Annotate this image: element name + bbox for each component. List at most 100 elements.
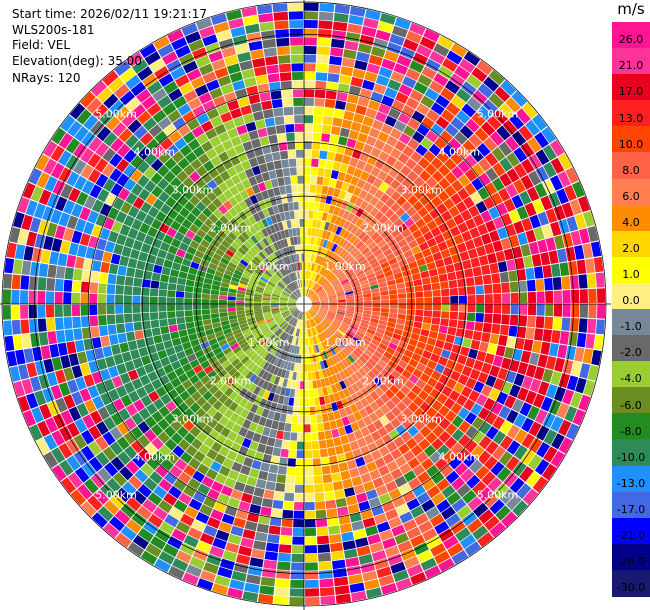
- range-gate-cell: [393, 350, 403, 360]
- range-gate-cell: [423, 366, 434, 377]
- range-gate-cell: [281, 342, 287, 351]
- range-gate-cell: [529, 352, 540, 366]
- range-gate-cell: [36, 172, 50, 189]
- range-gate-cell: [266, 161, 275, 171]
- range-gate-cell: [319, 238, 325, 247]
- range-gate-cell: [290, 37, 304, 46]
- range-gate-cell: [458, 174, 471, 187]
- range-gate-cell: [108, 263, 119, 275]
- range-gate-cell: [283, 313, 291, 319]
- range-gate-cell: [478, 157, 492, 172]
- range-gate-cell: [46, 278, 56, 291]
- range-gate-cell: [326, 151, 336, 161]
- range-gate-cell: [307, 227, 312, 236]
- range-gate-cell: [318, 202, 325, 212]
- range-gate-cell: [309, 293, 317, 299]
- range-gate-cell: [296, 441, 304, 450]
- range-gate-cell: [324, 284, 332, 291]
- colorbar-tick-label: -1.0: [620, 320, 642, 334]
- range-gate-cell: [309, 328, 313, 337]
- range-gate-cell: [350, 205, 360, 215]
- range-gate-cell: [579, 363, 591, 379]
- range-gate-cell: [270, 178, 279, 188]
- range-gate-cell: [356, 545, 371, 557]
- range-gate-cell: [275, 168, 284, 178]
- range-gate-cell: [12, 259, 23, 275]
- range-gate-cell: [150, 319, 160, 329]
- range-gate-cell: [352, 237, 361, 247]
- range-gate-cell: [262, 340, 270, 348]
- range-gate-cell: [289, 307, 298, 312]
- range-gate-cell: [426, 109, 440, 123]
- range-gate-cell: [279, 280, 286, 288]
- range-gate-cell: [318, 229, 324, 238]
- range-gate-cell: [367, 423, 377, 434]
- range-gate-cell: [351, 383, 360, 393]
- range-gate-cell: [288, 317, 295, 324]
- range-gate-cell: [311, 371, 316, 380]
- range-gate-cell: [423, 28, 440, 43]
- range-gate-cell: [243, 240, 253, 250]
- range-gate-cell: [254, 173, 264, 184]
- range-gate-cell: [192, 304, 201, 310]
- range-gate-cell: [87, 153, 102, 168]
- range-gate-cell: [141, 296, 150, 304]
- range-gate-cell: [294, 245, 299, 254]
- range-gate-cell: [149, 471, 163, 485]
- range-gate-cell: [395, 323, 405, 331]
- range-gate-cell: [293, 363, 298, 372]
- range-gate-cell: [336, 311, 345, 315]
- range-gate-cell: [104, 241, 116, 253]
- range-gate-cell: [279, 248, 286, 258]
- range-gate-cell: [445, 334, 455, 344]
- range-gate-cell: [182, 363, 193, 373]
- range-gate-cell: [310, 175, 317, 185]
- range-gate-cell: [194, 320, 204, 328]
- range-gate-cell: [328, 308, 337, 311]
- range-gate-cell: [401, 396, 413, 407]
- range-gate-cell: [98, 315, 107, 326]
- range-gate-cell: [235, 374, 245, 384]
- range-gate-cell: [246, 285, 256, 291]
- range-gate-cell: [327, 338, 334, 347]
- range-gate-cell: [256, 253, 264, 262]
- range-gate-cell: [513, 413, 527, 428]
- range-gate-cell: [153, 398, 165, 410]
- range-gate-cell: [220, 320, 230, 326]
- range-gate-cell: [368, 217, 378, 228]
- colorbar-swatch: [612, 126, 650, 154]
- range-gate-cell: [56, 330, 66, 343]
- range-gate-cell: [276, 284, 284, 291]
- range-gate-cell: [167, 208, 179, 220]
- range-gate-cell: [313, 124, 323, 133]
- range-gate-cell: [173, 478, 187, 492]
- range-gate-cell: [13, 211, 25, 229]
- range-gate-cell: [210, 13, 227, 25]
- range-gate-cell: [464, 239, 476, 251]
- range-gate-cell: [288, 304, 297, 307]
- range-gate-cell: [388, 342, 398, 351]
- range-gate-cell: [181, 258, 192, 267]
- range-gate-cell: [493, 304, 502, 314]
- range-gate-cell: [418, 264, 428, 273]
- range-gate-cell: [510, 292, 519, 304]
- range-gate-cell: [220, 83, 234, 95]
- range-gate-cell: [383, 174, 395, 186]
- range-gate-cell: [143, 477, 158, 492]
- range-gate-cell: [273, 313, 281, 318]
- range-gate-cell: [463, 196, 475, 209]
- range-gate-cell: [298, 329, 302, 338]
- range-gate-cell: [513, 179, 526, 194]
- range-gate-cell: [493, 378, 505, 391]
- range-gate-cell: [89, 304, 98, 316]
- range-gate-cell: [305, 571, 319, 580]
- colorbar-tick-label: 10.0: [618, 137, 644, 151]
- range-gate-cell: [20, 305, 29, 319]
- range-gate-cell: [319, 342, 325, 352]
- range-gate-cell: [313, 210, 319, 220]
- range-gate-cell: [187, 118, 200, 131]
- range-gate-cell: [407, 182, 419, 194]
- range-gate-cell: [336, 352, 344, 361]
- range-gate-cell: [181, 218, 193, 229]
- range-gate-cell: [190, 206, 202, 218]
